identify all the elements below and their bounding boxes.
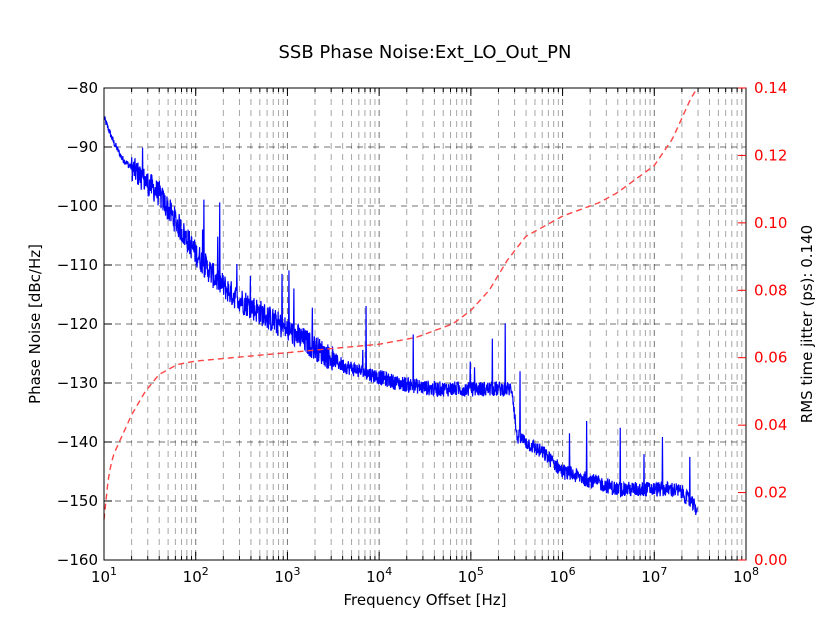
x-tick-labels: 101 102 103 104 105 106 107 108 — [91, 565, 759, 586]
x-tick-label-base: 10 — [733, 568, 752, 586]
x-tick-label-base: 10 — [641, 568, 660, 586]
y2-tick-label: 0.12 — [754, 146, 787, 164]
y2-tick-label: 0.06 — [754, 349, 787, 367]
x-tick-label-base: 10 — [274, 568, 293, 586]
y-tick-label: −110 — [57, 256, 98, 274]
y-axis-title: Phase Noise [dBc/Hz] — [26, 244, 44, 404]
y-tick-label: −80 — [66, 79, 98, 97]
y-tick-label: −130 — [57, 374, 98, 392]
x-tick-label-exponent: 6 — [569, 565, 576, 578]
y2-tick-label: 0.10 — [754, 214, 787, 232]
y-tick-label: −90 — [66, 138, 98, 156]
x-tick-label: 108 — [733, 565, 759, 586]
y-tick-label: −100 — [57, 197, 98, 215]
x-tick-label-base: 10 — [366, 568, 385, 586]
x-tick-label-exponent: 3 — [293, 565, 300, 578]
x-tick-label: 106 — [550, 565, 576, 586]
x-tick-label: 101 — [91, 565, 117, 586]
y2-tick-label: 0.08 — [754, 281, 787, 299]
x-tick-label: 103 — [274, 565, 300, 586]
phase-noise-series-line — [103, 116, 698, 515]
y-tick-label: −160 — [57, 551, 98, 569]
y-tick-label: −140 — [57, 433, 98, 451]
x-axis-title: Frequency Offset [Hz] — [344, 591, 507, 609]
y2-tick-label: 0.04 — [754, 416, 787, 434]
y2-tick-label: 0.02 — [754, 484, 787, 502]
y2-tick-labels: 0.14 0.12 0.10 0.08 0.06 0.04 0.02 0.00 — [754, 79, 787, 569]
x-tick-label-base: 10 — [91, 568, 110, 586]
jitter-series-line — [103, 87, 698, 520]
x-tick-label-exponent: 8 — [752, 565, 759, 578]
x-tick-label-base: 10 — [458, 568, 477, 586]
y2-tick-label: 0.00 — [754, 551, 787, 569]
chart-title: SSB Phase Noise:Ext_LO_Out_PN — [279, 42, 572, 63]
y-tick-label: −150 — [57, 492, 98, 510]
x-tick-label-exponent: 2 — [202, 565, 209, 578]
series-group — [103, 87, 698, 520]
x-tick-label-exponent: 7 — [660, 565, 667, 578]
x-tick-label: 102 — [183, 565, 209, 586]
y2-tick-label: 0.14 — [754, 79, 787, 97]
x-tick-label-base: 10 — [183, 568, 202, 586]
x-tick-label: 104 — [366, 565, 392, 586]
y2-axis-title: RMS time jitter (ps): 0.140 — [798, 225, 816, 423]
x-tick-label-exponent: 1 — [110, 565, 117, 578]
y-tick-label: −120 — [57, 315, 98, 333]
y-tick-labels: −80 −90 −100 −110 −120 −130 −140 −150 −160 — [57, 79, 98, 569]
x-tick-label-exponent: 4 — [385, 565, 392, 578]
x-tick-label-base: 10 — [550, 568, 569, 586]
x-tick-label-exponent: 5 — [477, 565, 484, 578]
tick-marks — [103, 87, 746, 561]
x-tick-label: 107 — [641, 565, 667, 586]
x-tick-label: 105 — [458, 565, 484, 586]
